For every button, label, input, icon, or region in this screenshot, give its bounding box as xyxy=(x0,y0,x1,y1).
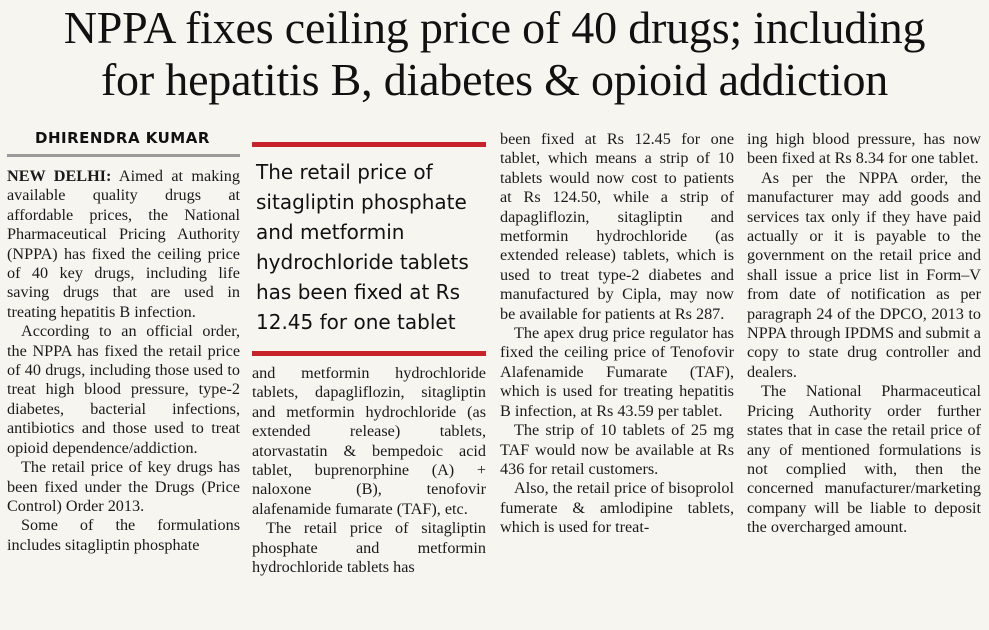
paragraph-text: Aimed at making available quality drugs … xyxy=(7,167,240,321)
paragraph: As per the NPPA order, the manufacturer … xyxy=(747,168,981,381)
paragraph: The strip of 10 tablets of 25 mg TAF wou… xyxy=(500,421,734,478)
paragraph: been fixed at Rs 12.45 for one tablet, w… xyxy=(500,130,734,323)
headline: NPPA fixes ceiling price of 40 drugs; in… xyxy=(0,2,989,106)
paragraph: Some of the formulations includes sitagl… xyxy=(7,516,240,554)
dateline: NEW DELHI: xyxy=(7,167,112,185)
article-column-2: The retail price of sitagliptin phosphat… xyxy=(252,128,486,577)
article-column-4: ing high blood pressure, has now been fi… xyxy=(747,130,981,538)
article-column-1: DHIRENDRA KUMAR NEW DELHI: Aimed at maki… xyxy=(7,128,240,555)
pullquote-rule xyxy=(252,142,486,147)
headline-line-2: for hepatitis B, diabetes & opioid addic… xyxy=(100,54,889,105)
paragraph: The National Pharmaceutical Pricing Auth… xyxy=(747,382,981,537)
paragraph: and metformin hydrochloride tablets, dap… xyxy=(252,364,486,518)
paragraph: The retail price of key drugs has been f… xyxy=(7,458,240,515)
pullquote-rule xyxy=(252,351,486,356)
paragraph: According to an official order, the NPPA… xyxy=(7,322,240,457)
byline: DHIRENDRA KUMAR xyxy=(35,129,210,147)
pullquote: The retail price of sitagliptin phosphat… xyxy=(256,160,469,334)
byline-rule xyxy=(7,154,240,157)
paragraph: The retail price of sitagliptin phosphat… xyxy=(252,519,486,577)
headline-line-1: NPPA fixes ceiling price of 40 drugs; in… xyxy=(63,2,926,53)
paragraph: The apex drug price regulator has fixed … xyxy=(500,324,734,420)
paragraph: Also, the retail price of bisoprolol fum… xyxy=(500,479,734,537)
paragraph: ing high blood pressure, has now been fi… xyxy=(747,130,981,168)
article-column-3: been fixed at Rs 12.45 for one tablet, w… xyxy=(500,130,734,538)
paragraph: NEW DELHI: Aimed at making available qua… xyxy=(7,167,240,322)
